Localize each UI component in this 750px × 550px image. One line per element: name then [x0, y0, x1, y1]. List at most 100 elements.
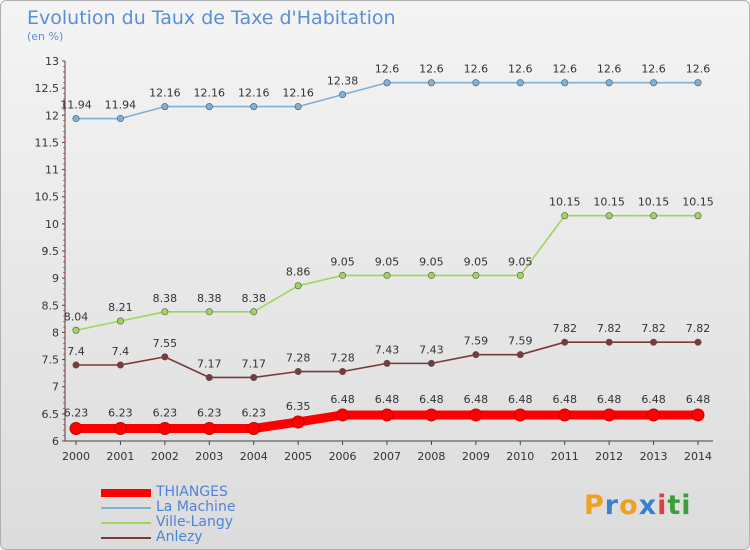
data-point	[516, 351, 524, 359]
data-label: 6.48	[641, 393, 666, 406]
data-label: 7.43	[375, 343, 400, 356]
data-point	[250, 103, 258, 111]
data-label: 7.59	[508, 335, 533, 348]
data-point	[72, 361, 80, 369]
data-label: 12.6	[419, 63, 444, 76]
data-label: 9.05	[464, 255, 489, 268]
data-label: 6.48	[552, 393, 577, 406]
data-label: 8.38	[153, 292, 178, 305]
data-point	[513, 408, 527, 422]
data-point	[205, 373, 213, 381]
data-label: 9.05	[375, 255, 400, 268]
data-label: 10.15	[549, 196, 581, 209]
data-point	[294, 282, 302, 290]
y-tick-label: 9.5	[42, 245, 60, 258]
data-point	[424, 408, 438, 422]
data-label: 7.43	[419, 343, 444, 356]
x-tick-label: 2014	[684, 450, 712, 463]
data-point	[205, 103, 213, 111]
data-label: 12.6	[508, 63, 533, 76]
legend-swatch	[101, 489, 151, 497]
data-point	[202, 422, 216, 436]
data-point	[558, 408, 572, 422]
data-point	[472, 351, 480, 359]
data-label: 6.48	[330, 393, 355, 406]
y-tick-label: 7	[52, 381, 59, 394]
data-label: 6.48	[508, 393, 533, 406]
data-label: 6.48	[464, 393, 489, 406]
data-point	[427, 359, 435, 367]
data-point	[336, 408, 350, 422]
data-point	[691, 408, 705, 422]
data-point	[339, 271, 347, 279]
data-label: 12.6	[641, 63, 666, 76]
data-label: 7.17	[197, 357, 222, 370]
data-label: 6.48	[686, 393, 711, 406]
y-tick-label: 9	[52, 272, 59, 285]
data-label: 7.28	[330, 352, 355, 365]
data-point	[383, 271, 391, 279]
data-point	[158, 422, 172, 436]
data-point	[694, 79, 702, 87]
data-point	[116, 361, 124, 369]
data-point	[294, 103, 302, 111]
legend-swatch	[101, 507, 151, 509]
data-point	[472, 79, 480, 87]
data-label: 7.59	[464, 335, 489, 348]
logo-letter: P	[584, 490, 605, 521]
data-point	[647, 408, 661, 422]
data-label: 6.23	[153, 407, 178, 420]
data-label: 8.21	[108, 301, 133, 314]
y-tick-label: 12	[45, 109, 59, 122]
chart-subtitle: (en %)	[27, 30, 64, 43]
data-label: 12.6	[686, 63, 711, 76]
y-tick-label: 11	[45, 164, 59, 177]
legend-swatch	[101, 522, 151, 524]
data-point	[383, 79, 391, 87]
y-tick-label: 7.5	[42, 354, 60, 367]
x-tick-label: 2006	[329, 450, 357, 463]
data-label: 7.17	[241, 357, 266, 370]
data-label: 7.28	[286, 352, 311, 365]
data-point	[294, 368, 302, 376]
data-label: 8.86	[286, 266, 311, 279]
data-label: 12.6	[375, 63, 400, 76]
y-tick-label: 13	[45, 55, 59, 68]
data-label: 10.15	[682, 196, 714, 209]
logo-letter: o	[619, 490, 639, 521]
data-label: 7.82	[597, 322, 622, 335]
data-point	[116, 115, 124, 123]
data-point	[205, 308, 213, 316]
data-label: 12.6	[552, 63, 577, 76]
data-point	[516, 271, 524, 279]
x-tick-label: 2000	[62, 450, 90, 463]
legend-swatch	[101, 537, 151, 539]
y-tick-label: 11.5	[35, 136, 60, 149]
data-label: 6.23	[241, 407, 266, 420]
data-label: 12.16	[149, 87, 181, 100]
y-tick-label: 12.5	[35, 82, 60, 95]
legend-label: THIANGES	[156, 484, 228, 500]
data-label: 9.05	[419, 255, 444, 268]
data-point	[161, 353, 169, 361]
data-point	[602, 408, 616, 422]
data-point	[247, 422, 261, 436]
data-label: 8.38	[241, 292, 266, 305]
logo-letter: r	[604, 490, 620, 521]
data-point	[427, 79, 435, 87]
data-point	[605, 338, 613, 346]
data-label: 6.48	[375, 393, 400, 406]
data-point	[561, 79, 569, 87]
data-point	[250, 308, 258, 316]
data-label: 10.15	[638, 196, 670, 209]
data-point	[161, 308, 169, 316]
chart-title: Evolution du Taux de Taxe d'Habitation	[27, 7, 396, 29]
x-tick-label: 2012	[595, 450, 623, 463]
data-label: 6.23	[64, 407, 89, 420]
data-label: 11.94	[105, 99, 137, 112]
data-point	[650, 212, 658, 220]
x-tick-label: 2011	[551, 450, 579, 463]
logo-letter: x	[638, 490, 658, 521]
data-label: 12.16	[194, 87, 226, 100]
